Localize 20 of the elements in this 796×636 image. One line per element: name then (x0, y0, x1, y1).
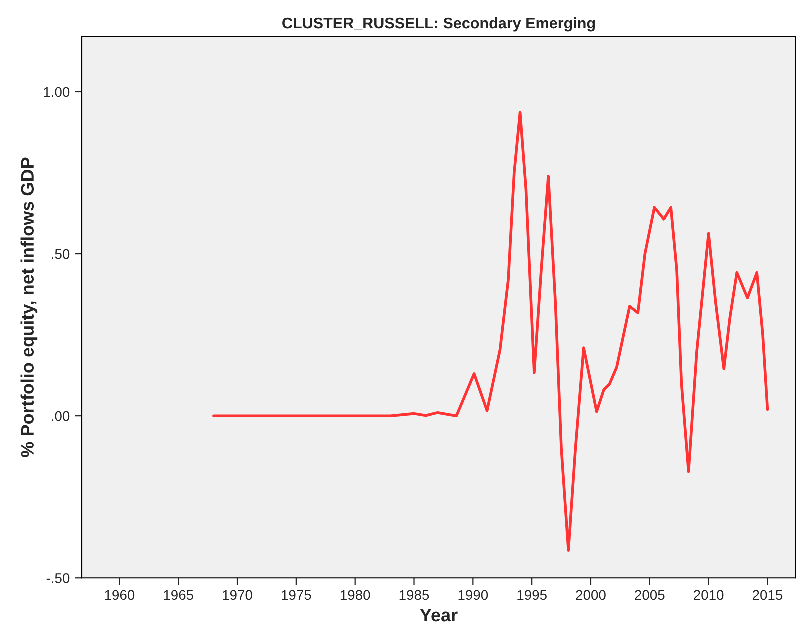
x-tick-label: 1995 (518, 590, 547, 600)
line-series (212, 111, 770, 552)
x-tick-label: 1965 (164, 590, 194, 600)
y-tick-label: .00 (52, 411, 70, 422)
y-tick-label: -.50 (46, 573, 70, 584)
x-tick-label: 1970 (223, 590, 252, 600)
x-tick-label: 2000 (576, 590, 606, 600)
y-axis-title: % Portfolio equity, net inflows GDP (20, 158, 38, 458)
x-tick-label: 2010 (694, 590, 724, 600)
y-tick-label: 1.00 (44, 87, 70, 98)
x-tick-label: 1985 (400, 590, 430, 600)
x-axis-title: Year (420, 609, 458, 622)
x-tick-label: 2005 (635, 590, 665, 600)
x-tick-label: 2015 (752, 590, 783, 600)
x-tick-label: 1975 (282, 590, 312, 600)
x-tick-label: 1980 (340, 590, 370, 600)
x-tick-label: 1990 (458, 590, 488, 600)
y-tick-label: .50 (52, 249, 70, 260)
chart-title: CLUSTER_RUSSELL: Secondary Emerging (282, 17, 596, 32)
x-tick-label: 1960 (105, 590, 135, 600)
